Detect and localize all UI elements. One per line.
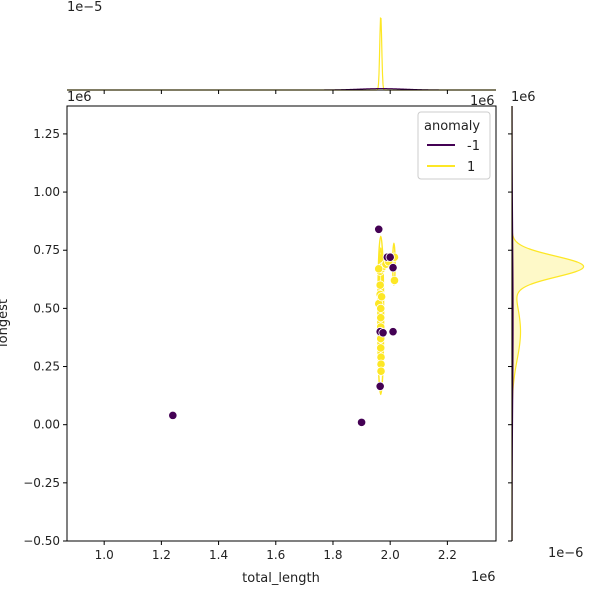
x-tick-label: 1.0	[95, 548, 114, 562]
point-anomaly-minus1	[388, 327, 398, 337]
y-tick-label: 1.00	[33, 185, 60, 199]
point-anomaly-minus1	[168, 410, 178, 420]
right-marginal-kde-anomaly-1	[511, 106, 585, 541]
legend-label-1: 1	[467, 160, 475, 175]
right-marginal-ticks	[508, 133, 512, 542]
scatter-points	[168, 224, 400, 427]
point-anomaly-minus1	[378, 328, 388, 338]
x-tick-label: 2.2	[438, 548, 457, 562]
y-offset-label: 1e6	[67, 90, 92, 105]
plot-frame	[66, 105, 497, 542]
top-marginal-right-offset-label: 1e6	[470, 94, 495, 109]
point-anomaly-1	[376, 366, 386, 376]
point-anomaly-1	[375, 280, 385, 290]
main-plot: 1.0 1.2 1.4 1.6 1.8 2.0 2.2 −0.50 −0.25 0.00 0.25…	[0, 90, 497, 586]
x-tick-label: 1.6	[266, 548, 285, 562]
point-anomaly-1	[376, 313, 386, 323]
top-marginal-ticks	[103, 90, 448, 94]
x-tick-label: 1.4	[209, 548, 228, 562]
top-marginal-kde-anomaly-1	[67, 17, 496, 91]
x-offset-label: 1e6	[471, 570, 496, 585]
y-axis-ticks: −0.50 −0.25 0.00 0.25 0.50 0.75 1.00 1.25	[23, 127, 67, 548]
top-marginal: 1e−5	[67, 0, 496, 94]
point-anomaly-minus1	[375, 381, 385, 391]
y-tick-label: −0.25	[23, 476, 60, 490]
point-anomaly-minus1	[374, 224, 384, 234]
point-anomaly-1	[376, 292, 387, 302]
x-axis-label: total_length	[242, 571, 320, 586]
y-tick-label: 0.75	[33, 243, 60, 257]
legend: anomaly -1 1	[417, 111, 491, 180]
point-anomaly-minus1	[356, 417, 367, 427]
y-tick-label: 0.25	[33, 360, 60, 374]
legend-label-minus1: -1	[467, 139, 480, 154]
x-tick-label: 2.0	[381, 548, 400, 562]
point-anomaly-1	[389, 275, 400, 286]
y-tick-label: 0.50	[33, 301, 60, 315]
right-marginal-bottom-offset-label: 1e−6	[548, 546, 583, 561]
x-tick-label: 1.8	[323, 548, 342, 562]
y-axis-label: longest	[0, 299, 11, 347]
y-tick-label: 0.00	[33, 418, 60, 432]
right-marginal-offset-label: 1e6	[511, 90, 536, 105]
right-marginal: 1e6 1e−6	[508, 90, 585, 561]
point-anomaly-1	[374, 264, 384, 274]
top-marginal-offset-label: 1e−5	[67, 0, 102, 15]
y-tick-label: 1.25	[33, 127, 60, 141]
point-anomaly-1	[376, 343, 386, 353]
point-anomaly-minus1	[385, 252, 395, 262]
x-tick-label: 1.2	[152, 548, 171, 562]
point-anomaly-1	[376, 303, 386, 313]
y-tick-label: −0.50	[23, 534, 60, 548]
point-anomaly-minus1	[388, 263, 398, 273]
legend-title: anomaly	[424, 119, 480, 134]
x-axis-ticks: 1.0 1.2 1.4 1.6 1.8 2.0 2.2	[95, 541, 457, 562]
